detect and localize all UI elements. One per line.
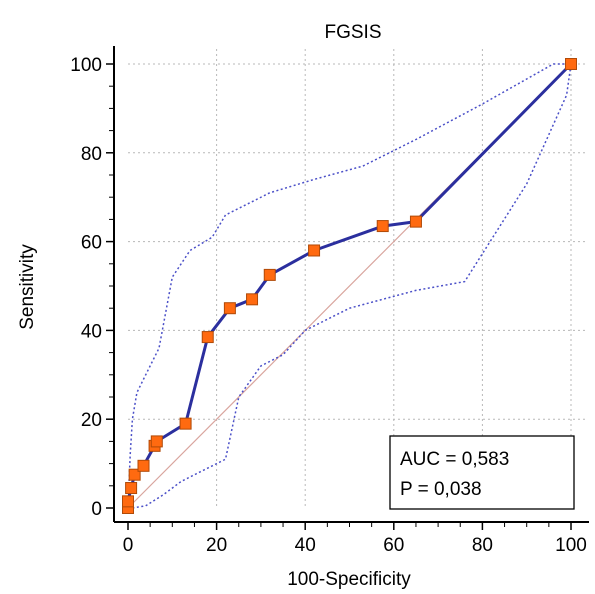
y-tick-label-3: 60 (81, 233, 102, 254)
y-axis-title: Sensitivity (17, 244, 38, 330)
roc-point-10 (246, 293, 259, 306)
x-tick-label-3: 60 (383, 535, 404, 556)
x-tick-label-4: 80 (472, 535, 493, 556)
roc-point-4 (137, 459, 150, 472)
x-tick-label-2: 40 (295, 535, 316, 556)
confidence-bands (127, 63, 572, 509)
roc-point-2 (125, 482, 138, 495)
p-value-label: P = 0,038 (400, 479, 482, 500)
auc-label: AUC = 0,583 (400, 449, 509, 470)
y-tick-label-1: 20 (81, 410, 102, 431)
y-tick-label-2: 40 (81, 321, 102, 342)
roc-point-6 (150, 435, 163, 448)
roc-point-13 (376, 220, 389, 233)
grid (128, 49, 586, 508)
roc-point-3 (128, 468, 141, 481)
x-tick-label-5: 100 (555, 535, 587, 556)
chart-title: FGSIS (324, 22, 381, 43)
lower-ci-line (132, 63, 572, 509)
roc-line (126, 62, 573, 508)
auc-legend-box: AUC = 0,583 P = 0,038 (389, 435, 575, 510)
legend-frame (389, 435, 575, 510)
x-axis-title: 100-Specificity (287, 569, 411, 590)
y-tick-label-4: 80 (81, 144, 102, 165)
x-tick-label-0: 0 (123, 535, 134, 556)
roc-point-1 (122, 495, 134, 508)
roc-curve (122, 58, 577, 514)
roc-point-12 (308, 244, 321, 257)
x-tick-labels: 0 20 40 60 80 100 (123, 535, 587, 556)
roc-point-15 (565, 58, 577, 70)
y-tick-label-5: 100 (70, 55, 102, 76)
x-tick-label-1: 20 (206, 535, 227, 556)
y-tick-labels: 0 20 40 60 80 100 (70, 55, 102, 520)
axes (106, 46, 589, 530)
roc-point-7 (179, 417, 192, 430)
y-tick-label-0: 0 (91, 499, 102, 520)
roc-point-14 (409, 215, 422, 228)
roc-point-8 (201, 331, 214, 344)
roc-point-11 (263, 268, 276, 281)
roc-point-9 (223, 302, 236, 315)
